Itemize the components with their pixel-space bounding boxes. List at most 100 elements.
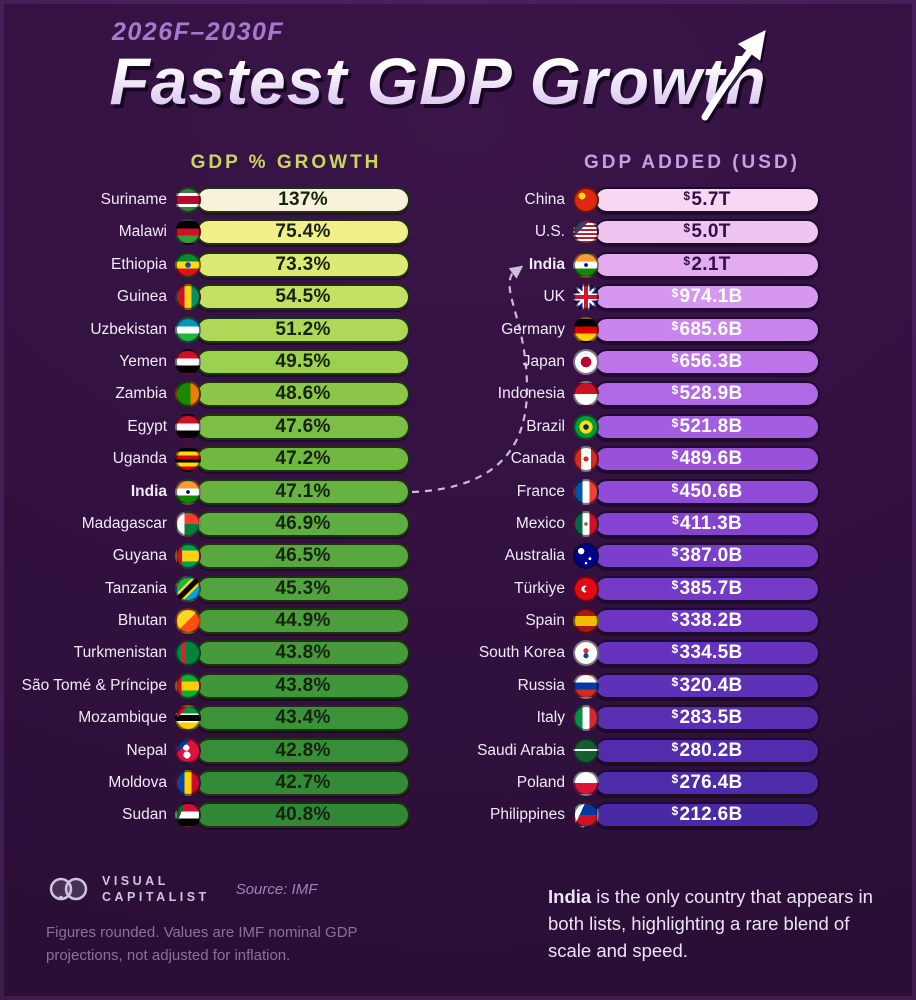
- india-flag-icon: [175, 478, 201, 505]
- value-bar: 48.6%: [196, 381, 410, 408]
- value-label: $2.1T: [683, 253, 731, 275]
- value-label: 44.9%: [275, 610, 331, 632]
- value-label: $338.2B: [671, 610, 743, 632]
- dollar-sign: $: [671, 383, 679, 398]
- country-label: France: [516, 482, 565, 500]
- brazil-flag-icon: [573, 413, 599, 440]
- value-bar: 45.3%: [196, 575, 410, 602]
- country-label: Brazil: [526, 417, 565, 435]
- value-bar: $656.3B: [594, 348, 820, 375]
- dollar-sign: $: [671, 674, 679, 689]
- italy-flag-icon: [573, 705, 599, 732]
- right-row-philippines: Philippines $212.6B: [468, 802, 820, 829]
- value-label: $283.5B: [671, 707, 743, 729]
- value-label: 47.1%: [275, 480, 331, 502]
- spain-flag-icon: [573, 608, 599, 635]
- dollar-sign: $: [671, 318, 679, 333]
- india-flag-icon: [573, 251, 599, 278]
- dollar-sign: $: [671, 448, 679, 463]
- country-label: Ethiopia: [110, 255, 167, 273]
- turkmenistan-flag-icon: [175, 640, 201, 667]
- country-label: Madagascar: [81, 514, 167, 532]
- left-row-india: India 47.1%: [14, 478, 410, 505]
- country-label: Tanzania: [104, 579, 167, 597]
- right-row-russia: Russia $320.4B: [468, 672, 820, 699]
- value-label: 48.6%: [275, 383, 331, 405]
- left-row-yemen: Yemen 49.5%: [14, 348, 410, 375]
- value-label: 43.8%: [275, 642, 331, 664]
- left-column-header: GDP % GROWTH: [190, 152, 382, 173]
- left-row-turkmenistan: Turkmenistan 43.8%: [14, 640, 410, 667]
- value-label: $280.2B: [671, 739, 743, 761]
- t-rkiye-flag-icon: [573, 575, 599, 602]
- value-bar: $450.6B: [594, 478, 820, 505]
- value-bar: 137%: [196, 187, 410, 213]
- right-row-france: France $450.6B: [468, 478, 820, 505]
- dollar-sign: $: [671, 415, 679, 430]
- value-bar: $411.3B: [594, 510, 820, 537]
- india-callout: India is the only country that appears i…: [548, 884, 878, 964]
- country-label: South Korea: [478, 644, 565, 662]
- value-bar: $974.1B: [594, 284, 820, 311]
- value-bar: 47.6%: [196, 413, 410, 440]
- footer-right: India is the only country that appears i…: [548, 884, 878, 964]
- value-label: $320.4B: [671, 674, 743, 696]
- egypt-flag-icon: [175, 413, 201, 440]
- value-bar: $212.6B: [594, 802, 820, 829]
- dollar-sign: $: [683, 221, 691, 236]
- saudi-arabia-flag-icon: [573, 737, 599, 764]
- footnote: Figures rounded. Values are IMF nominal …: [46, 924, 358, 964]
- country-label: India: [130, 482, 167, 500]
- subtitle-period: 2026F–2030F: [112, 18, 285, 46]
- value-label: 75.4%: [275, 221, 331, 243]
- country-label: Indonesia: [497, 385, 565, 403]
- left-row-malawi: Malawi 75.4%: [14, 219, 410, 246]
- france-flag-icon: [573, 478, 599, 505]
- uzbekistan-flag-icon: [175, 316, 201, 343]
- right-row-mexico: Mexico $411.3B: [468, 510, 820, 537]
- right-row-india: India $2.1T: [468, 251, 820, 278]
- country-label: India: [528, 255, 565, 273]
- value-bar: 43.4%: [196, 705, 410, 732]
- page-title: Fastest GDP Growth: [109, 30, 806, 121]
- value-label: 47.2%: [275, 448, 331, 470]
- country-label: Türkiye: [514, 579, 565, 597]
- zambia-flag-icon: [175, 381, 201, 408]
- tanzania-flag-icon: [175, 575, 201, 602]
- right-row-spain: Spain $338.2B: [468, 608, 820, 635]
- brand-row: VISUAL CAPITALIST Source: IMF: [46, 872, 391, 906]
- dollar-sign: $: [671, 286, 679, 301]
- left-row-zambia: Zambia 48.6%: [14, 381, 410, 408]
- country-label: Sudan: [122, 806, 167, 824]
- right-row-canada: Canada $489.6B: [468, 446, 820, 473]
- brand-line1: VISUAL: [102, 873, 169, 888]
- header: 2026F–2030F Fastest GDP Growth: [0, 18, 916, 121]
- dollar-sign: $: [671, 350, 679, 365]
- value-label: $385.7B: [671, 577, 743, 599]
- bhutan-flag-icon: [175, 608, 201, 635]
- value-bar: 46.9%: [196, 510, 410, 537]
- value-label: 51.2%: [275, 318, 331, 340]
- left-row-ethiopia: Ethiopia 73.3%: [14, 251, 410, 278]
- dollar-sign: $: [671, 707, 679, 722]
- value-label: 47.6%: [275, 415, 331, 437]
- value-bar: 51.2%: [196, 316, 410, 343]
- value-bar: $528.9B: [594, 381, 820, 408]
- right-row-indonesia: Indonesia $528.9B: [468, 381, 820, 408]
- poland-flag-icon: [573, 770, 599, 797]
- value-bar: 40.8%: [196, 802, 410, 829]
- country-label: Spain: [525, 612, 565, 630]
- value-label: 42.8%: [275, 739, 331, 761]
- value-bar: $5.0T: [594, 219, 820, 246]
- value-label: $521.8B: [671, 415, 743, 437]
- dollar-sign: $: [671, 545, 679, 560]
- left-row-sudan: Sudan 40.8%: [14, 802, 410, 829]
- guyana-flag-icon: [175, 543, 201, 570]
- country-label: Malawi: [118, 223, 167, 241]
- value-bar: $2.1T: [594, 251, 820, 278]
- page-title-text: Fastest GDP Growth: [109, 44, 767, 118]
- country-label: Philippines: [490, 806, 565, 824]
- gdp-added-column: GDP ADDED (USD) China $5.7T U.S. $5.0T India…: [468, 152, 820, 835]
- right-row-brazil: Brazil $521.8B: [468, 413, 820, 440]
- country-label: Italy: [536, 709, 565, 727]
